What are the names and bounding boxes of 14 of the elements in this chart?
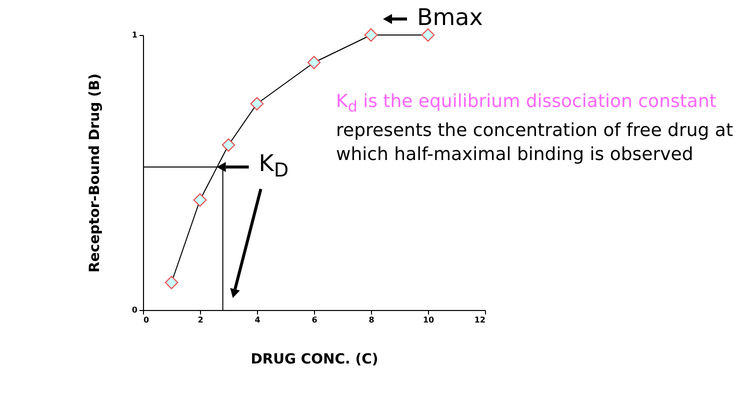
- x-tick-label: 6: [312, 316, 318, 324]
- annotation: represents the concentration of free drug at which half-maximal binding is observed: [336, 118, 734, 167]
- x-tick-label: 12: [474, 316, 486, 324]
- annotation: K$_{D}$: [258, 151, 289, 182]
- x-tick-label: 8: [368, 316, 375, 324]
- annotation: Bmax: [417, 5, 483, 31]
- x-tick-label: 10: [422, 316, 434, 324]
- annotation: K$_{d}$ is the equilibrium dissociation constant: [336, 90, 718, 118]
- x-tick-label: 4: [254, 316, 261, 324]
- x-tick-label: 0: [144, 316, 150, 324]
- x-tick-label: 2: [198, 316, 204, 324]
- y-tick-label: 1: [132, 30, 138, 40]
- x-axis-title: DRUG CONC. (C): [250, 352, 378, 368]
- y-axis-title: Receptor-Bound Drug (B): [86, 73, 103, 273]
